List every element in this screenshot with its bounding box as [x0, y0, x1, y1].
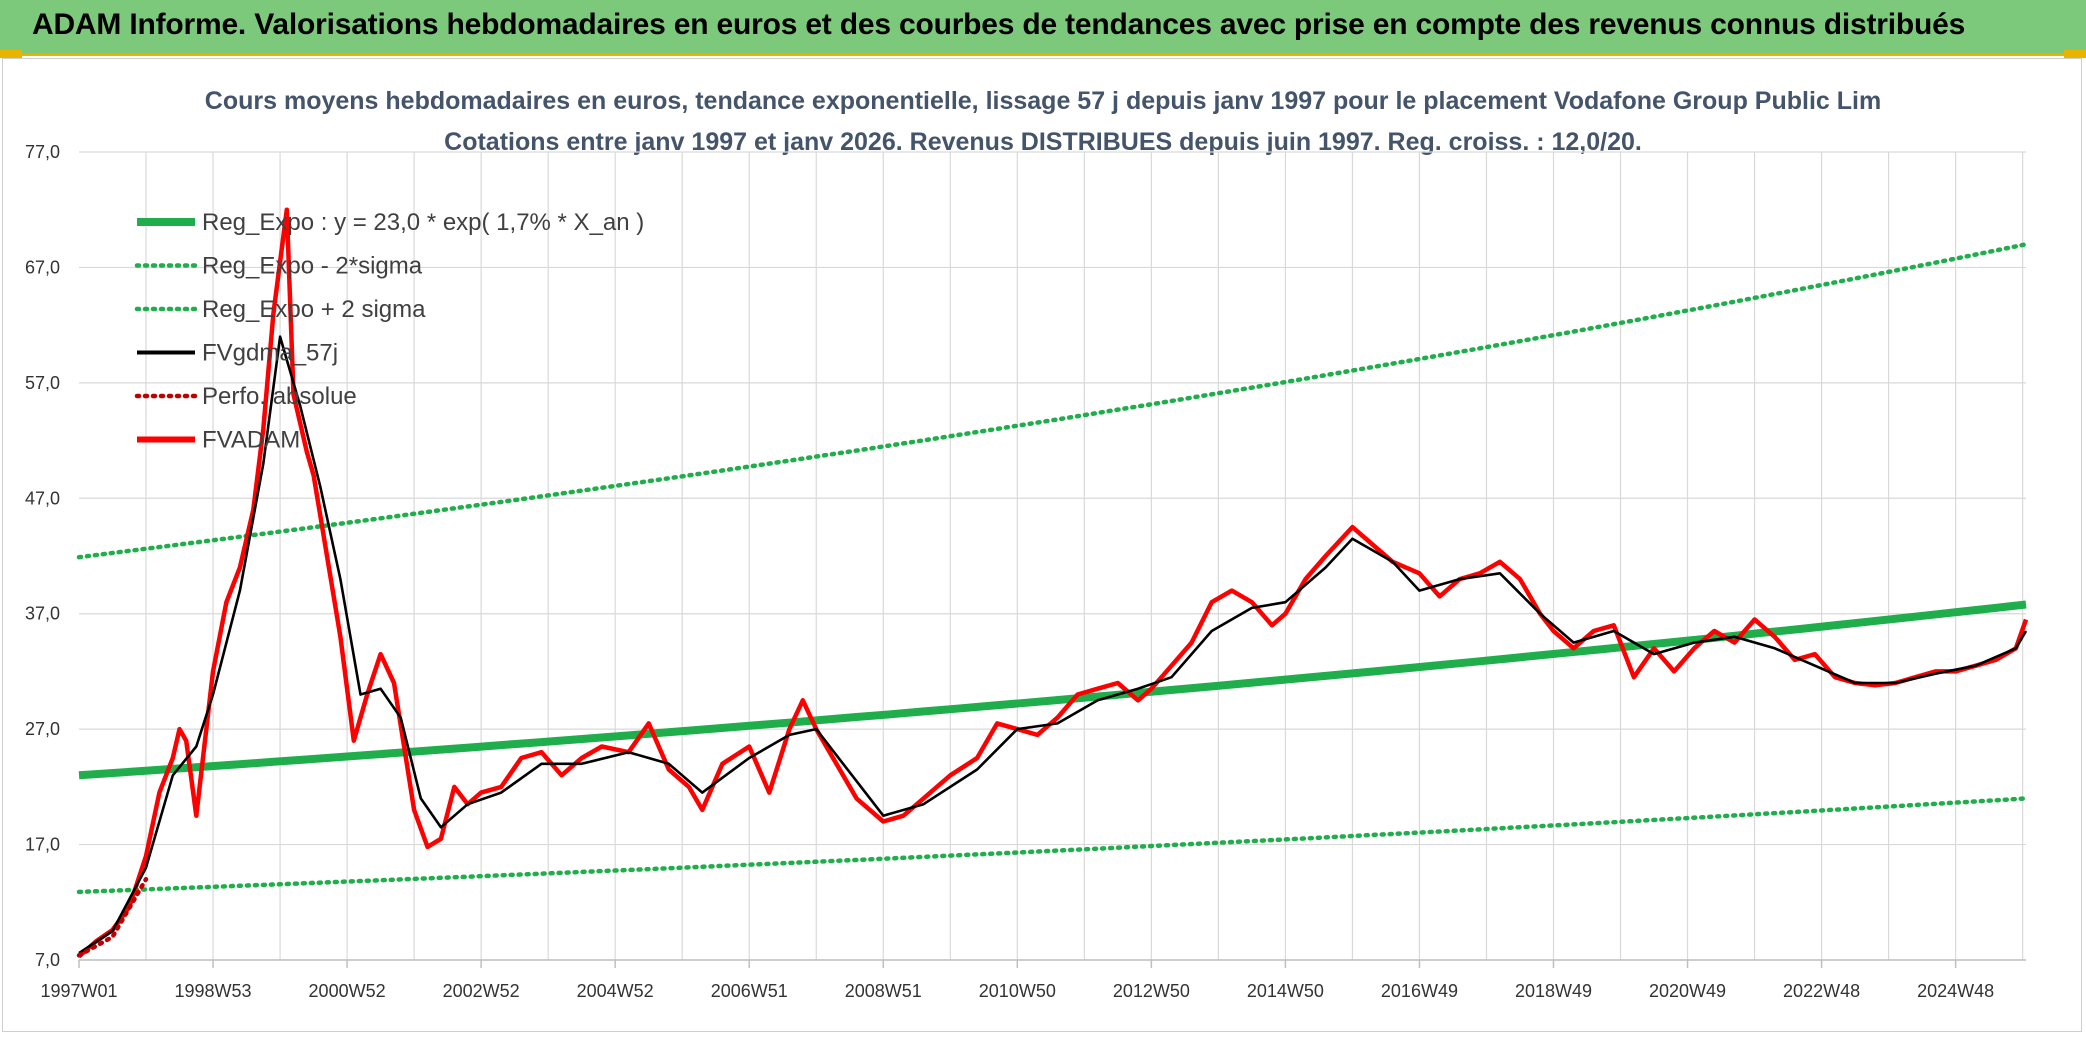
legend-entry: Reg_Expo - 2*sigma: [202, 253, 423, 280]
report-banner: ADAM Informe. Valorisations hebdomadaire…: [0, 0, 2086, 56]
y-tick-label: 47,0: [25, 488, 60, 508]
x-tick-label: 2002W52: [443, 981, 520, 1001]
series-reg-expo-2-sigma: [76, 796, 2029, 895]
series-perfo-absolue: [76, 876, 149, 958]
chart-title-line2: Cotations entre janv 1997 et janv 2026. …: [444, 128, 1642, 156]
x-tick-label: 2018W49: [1515, 981, 1592, 1001]
series-layer: [76, 207, 2029, 959]
y-tick-label: 17,0: [25, 835, 60, 855]
banner-accent-right: [2064, 50, 2086, 58]
axes: 7,0 17,0 27,0 37,0 47,0 57,0 67,0 77,0 1997W01 19…: [25, 142, 2026, 1001]
x-tick-label: 2000W52: [309, 981, 386, 1001]
report-title: ADAM Informe. Valorisations hebdomadaire…: [32, 8, 1966, 41]
y-tick-label: 77,0: [25, 142, 60, 162]
x-tick-label: 2010W50: [979, 981, 1056, 1001]
legend-entry: Reg_Expo : y = 23,0 * exp( 1,7% * X_an ): [202, 209, 644, 236]
y-tick-label: 27,0: [25, 719, 60, 739]
x-tick-label: 2016W49: [1381, 981, 1458, 1001]
x-tick-label: 2008W51: [845, 981, 922, 1001]
legend-entry: FVgdma_57j: [202, 340, 338, 367]
banner-accent-left: [0, 50, 22, 58]
x-tick-label: 2006W51: [711, 981, 788, 1001]
x-tick-label: 2004W52: [577, 981, 654, 1001]
x-tick-label: 2014W50: [1247, 981, 1324, 1001]
legend: Reg_Expo : y = 23,0 * exp( 1,7% * X_an )…: [134, 209, 644, 454]
legend-entry: Perfo. absolue: [202, 383, 357, 410]
y-tick-label: 57,0: [25, 373, 60, 393]
x-tick-label: 2020W49: [1649, 981, 1726, 1001]
legend-entry: FVADAM: [202, 427, 300, 454]
x-tick-label: 2012W50: [1113, 981, 1190, 1001]
y-tick-label: 37,0: [25, 604, 60, 624]
legend-entry: Reg_Expo + 2 sigma: [202, 296, 426, 323]
series-fvadam: [77, 207, 2029, 959]
x-tick-label: 2022W48: [1783, 981, 1860, 1001]
series-fvgdma-57j: [78, 335, 2028, 955]
x-tick-label: 2024W48: [1917, 981, 1994, 1001]
chart-frame: [2, 58, 2082, 1032]
chart-title-line1: Cours moyens hebdomadaires en euros, ten…: [205, 87, 1881, 115]
x-tick-label: 1998W53: [175, 981, 252, 1001]
y-tick-label: 67,0: [25, 257, 60, 277]
y-tick-label: 7,0: [35, 950, 60, 970]
x-tick-label: 1997W01: [40, 981, 117, 1001]
series-reg-expo-2-sigma: [76, 242, 2029, 560]
